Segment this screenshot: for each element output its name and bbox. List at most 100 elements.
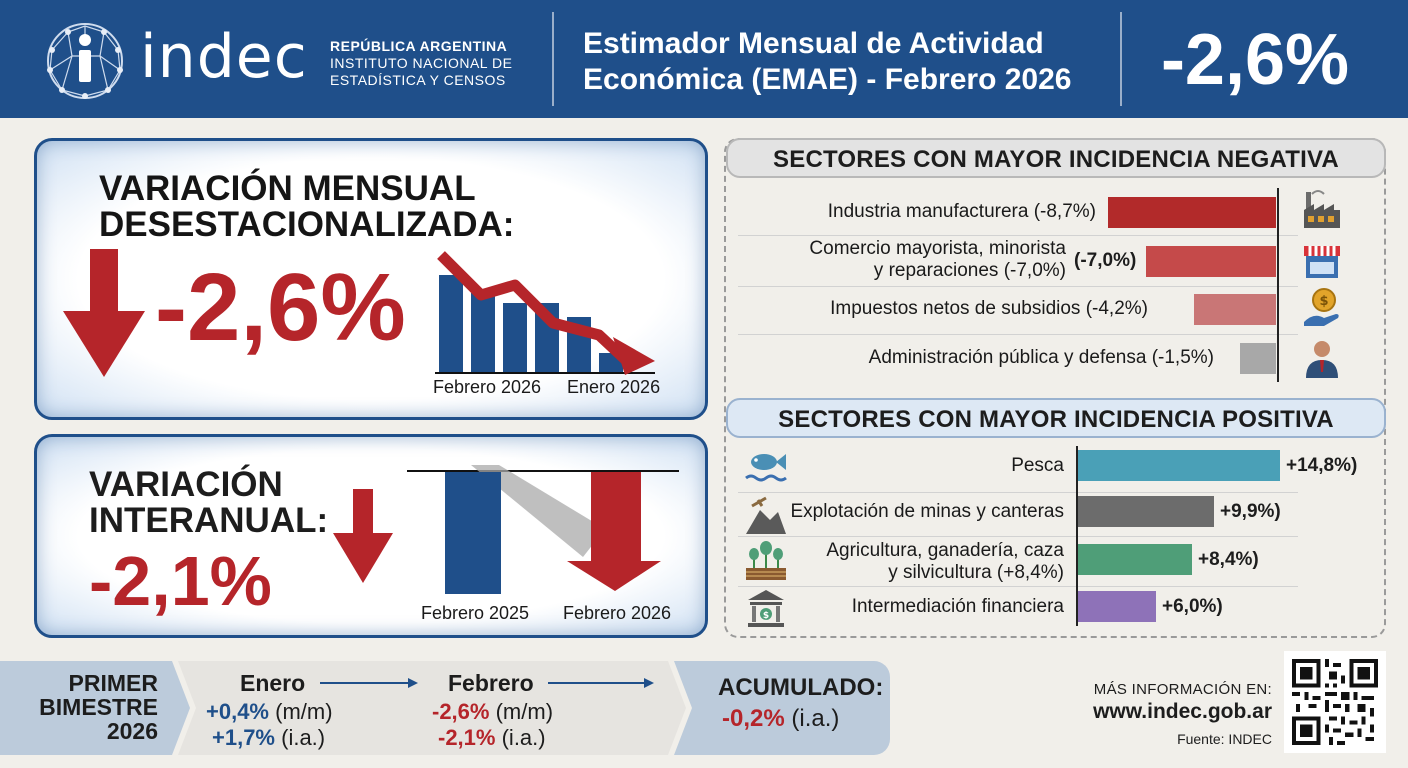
bimester-label-band	[0, 661, 190, 755]
factory-icon	[1304, 190, 1340, 228]
headline-value: -2,6%	[1160, 20, 1350, 100]
org-line-3: ESTADÍSTICA Y CENSOS	[330, 72, 506, 88]
negative-row-value: (-7,0%)	[1074, 250, 1137, 271]
positive-row-value: +9,9%)	[1220, 501, 1281, 522]
svg-text:$: $	[1319, 294, 1328, 309]
down-arrow-icon	[63, 249, 145, 377]
header-divider	[552, 12, 554, 106]
negative-row-label: Impuestos netos de subsidios (-4,2%)	[830, 298, 1148, 319]
positive-row-label: Agricultura, ganadería, caza y silvicult…	[724, 540, 1064, 584]
yearly-title: VARIACIÓN INTERANUAL:	[89, 467, 328, 539]
store-icon	[1304, 246, 1340, 278]
jan-ia-value: +1,7%	[212, 725, 275, 750]
svg-text:$: $	[763, 611, 769, 621]
accumulated-line: -0,2% (i.a.)	[722, 706, 839, 732]
negative-row-label-line-2: y reparaciones (-7,0%)	[873, 260, 1066, 281]
header-divider	[1120, 12, 1122, 106]
monthly-variation-panel: VARIACIÓN MENSUAL DESESTACIONALIZADA: -2…	[34, 138, 708, 420]
ia-unit: (i.a.)	[281, 725, 326, 750]
bank-icon: $	[748, 590, 784, 627]
mm-unit: (m/m)	[275, 699, 333, 724]
row-separator	[738, 334, 1298, 335]
sectors-panel: SECTORES CON MAYOR INCIDENCIA NEGATIVA I…	[724, 138, 1386, 638]
title-line-1: Estimador Mensual de Actividad	[583, 27, 1044, 60]
monthly-title-line-1: VARIACIÓN MENSUAL	[99, 169, 476, 208]
yearly-axis-label-left: Febrero 2025	[421, 603, 530, 623]
positive-row-value: +8,4%)	[1198, 549, 1259, 570]
negative-sectors-heading: SECTORES CON MAYOR INCIDENCIA NEGATIVA	[726, 138, 1386, 178]
yearly-title-line-1: VARIACIÓN	[89, 465, 283, 504]
down-arrow-icon	[333, 489, 393, 583]
monthly-title-line-2: DESESTACIONALIZADA:	[99, 205, 515, 244]
row-separator	[738, 235, 1298, 236]
bimester-label: PRIMER BIMESTRE 2026	[20, 671, 158, 743]
accumulated-value: -0,2%	[722, 705, 785, 732]
feb-mm-value: -2,6%	[432, 699, 490, 724]
positive-bar	[1078, 496, 1214, 527]
monthly-title: VARIACIÓN MENSUAL DESESTACIONALIZADA:	[99, 171, 514, 243]
bimester-line-1: PRIMER	[68, 670, 158, 696]
plant-icon	[746, 541, 786, 580]
feb-mm-line: -2,6% (m/m)	[432, 700, 553, 724]
monthly-value: -2,6%	[155, 254, 406, 361]
accumulated-band	[674, 661, 890, 755]
negative-bar	[1146, 246, 1276, 277]
comparison-bars-icon	[407, 465, 679, 594]
negative-axis-line	[1277, 188, 1279, 382]
negative-row-label: Administración pública y defensa (-1,5%)	[868, 347, 1214, 368]
qr-code-icon[interactable]	[1284, 651, 1386, 753]
org-name: REPÚBLICA ARGENTINA INSTITUTO NACIONAL D…	[330, 38, 540, 89]
negative-row-label: Industria manufacturera (-8,7%)	[827, 201, 1096, 222]
jan-ia-line: +1,7% (i.a.)	[212, 726, 325, 750]
positive-row-value: +14,8%)	[1286, 455, 1358, 476]
positive-bar	[1078, 450, 1280, 481]
coin-hand-icon: $	[1304, 288, 1339, 326]
row-separator	[738, 286, 1298, 287]
accumulated-label: ACUMULADO:	[718, 674, 884, 701]
row-separator	[738, 536, 1298, 537]
jan-mm-value: +0,4%	[206, 699, 269, 724]
bimester-months-band	[178, 661, 686, 755]
yearly-variation-panel: VARIACIÓN INTERANUAL: -2,1% Febrero 2025…	[34, 434, 708, 638]
declining-bars-icon	[435, 251, 655, 375]
positive-row-value: +6,0%)	[1162, 596, 1223, 617]
mine-icon	[746, 496, 786, 534]
row-separator	[738, 586, 1298, 587]
title-line-2: Económica (EMAE) - Febrero 2026	[583, 63, 1072, 96]
positive-row-label: Intermediación financiera	[851, 596, 1064, 617]
positive-row-label: Explotación de minas y canteras	[790, 501, 1064, 522]
logo-wordmark: indec	[140, 22, 308, 92]
org-line-2: INSTITUTO NACIONAL DE	[330, 55, 513, 71]
page-title: Estimador Mensual de Actividad Económica…	[583, 26, 1103, 98]
accumulated-unit: (i.a.)	[791, 705, 840, 732]
positive-axis-line	[1076, 446, 1078, 626]
official-icon	[1306, 341, 1338, 378]
jan-mm-line: +0,4% (m/m)	[206, 700, 333, 724]
positive-row-label-line-2: y silvicultura (+8,4%)	[888, 562, 1064, 583]
feb-ia-line: -2,1% (i.a.)	[438, 726, 546, 750]
row-separator	[738, 492, 1298, 493]
bimester-line-2: BIMESTRE	[39, 694, 158, 720]
monthly-axis-label-right: Enero 2026	[567, 377, 661, 397]
feb-ia-value: -2,1%	[438, 725, 496, 750]
positive-row-label: Pesca	[1011, 455, 1064, 476]
month-jan-heading: Enero	[240, 670, 306, 696]
ia-unit: (i.a.)	[501, 725, 546, 750]
bimester-line-3: 2026	[106, 718, 158, 744]
negative-bar	[1108, 197, 1276, 228]
org-line-1: REPÚBLICA ARGENTINA	[330, 38, 508, 54]
positive-bar	[1078, 591, 1156, 622]
yearly-axis-label-right: Febrero 2026	[563, 603, 672, 623]
positive-sectors-heading: SECTORES CON MAYOR INCIDENCIA POSITIVA	[726, 398, 1386, 438]
source-note: Fuente: INDEC	[1177, 731, 1272, 747]
arrow-right-icon	[320, 678, 418, 688]
month-feb-heading: Febrero	[448, 670, 534, 696]
website-link[interactable]: www.indec.gob.ar	[1093, 700, 1272, 723]
indec-logo-icon	[47, 23, 123, 99]
negative-bar	[1194, 294, 1276, 325]
yearly-value: -2,1%	[89, 542, 272, 620]
negative-bar	[1240, 343, 1276, 374]
header: indec REPÚBLICA ARGENTINA INSTITUTO NACI…	[0, 0, 1408, 118]
positive-row-label-line-1: Agricultura, ganadería, caza	[826, 540, 1064, 561]
mm-unit: (m/m)	[495, 699, 554, 724]
